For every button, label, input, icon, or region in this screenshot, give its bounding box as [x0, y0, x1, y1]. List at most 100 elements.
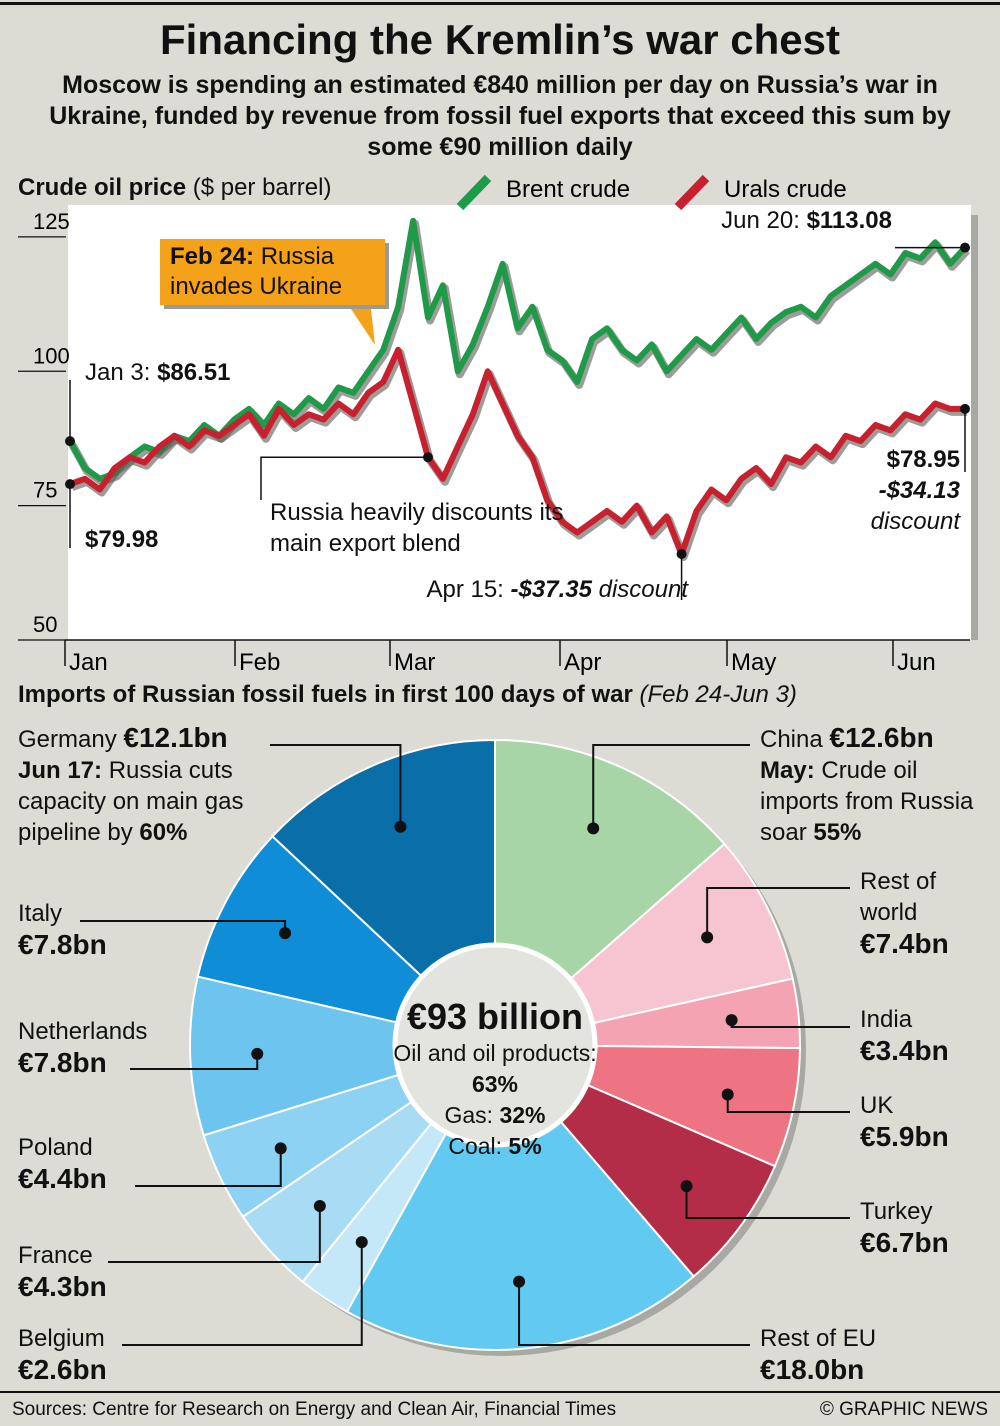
annotation-dot — [423, 452, 433, 463]
slice-name: Rest of world — [860, 868, 937, 926]
annotation-date: Jan 3: — [85, 359, 151, 386]
breakdown-value: 63% — [471, 1071, 519, 1097]
line — [68, 346, 965, 557]
breakdown-label: Gas: — [444, 1102, 494, 1128]
leader-line — [518, 1281, 750, 1346]
slice-value: €3.4bn — [860, 1035, 949, 1066]
annotation-text: Russia invades Ukraine — [170, 243, 343, 300]
slice-name: Germany — [18, 726, 117, 753]
annotation-leader — [260, 456, 428, 500]
slice-label: UK €5.9bn — [860, 1090, 990, 1152]
pie-subtitle: (Feb 24-Jun 3) — [639, 681, 797, 708]
x-tick-label: Jun — [897, 649, 936, 676]
top-rule — [0, 2, 1000, 5]
breakdown-label: Oil and oil products: — [393, 1040, 597, 1066]
slice-note: May: Crude oil imports from Russia soar … — [760, 755, 975, 848]
leader-dot — [355, 1236, 368, 1249]
leader-dot — [394, 820, 407, 833]
leader-dot — [721, 1088, 734, 1101]
urals-end-label: $78.95 -$34.13 discount — [871, 444, 960, 537]
annotation-discount: -$37.35 — [510, 576, 592, 603]
slice-label: Germany €12.1bn Jun 17: Russia cuts capac… — [18, 722, 278, 848]
slice-value: €6.7bn — [860, 1227, 949, 1258]
note-part: 55% — [813, 819, 862, 846]
leader-dot — [279, 927, 292, 940]
y-tick-label: 100 — [33, 343, 70, 368]
slice-label: Italy €7.8bn — [18, 898, 158, 960]
slice-name: China — [760, 726, 823, 753]
slice-name: Poland — [18, 1134, 93, 1161]
slice-name: Turkey — [860, 1198, 933, 1225]
slice-value: €4.3bn — [18, 1271, 107, 1302]
annotation-text: discount — [870, 508, 960, 535]
leader-dot — [680, 1180, 693, 1193]
pie-title-text: Imports of Russian fossil fuels in first… — [18, 681, 633, 708]
annotation-value: $113.08 — [806, 207, 892, 234]
breakdown-item: Coal: 5% — [393, 1131, 597, 1162]
annotation-dot — [960, 242, 970, 253]
note-part: Crude oil imports from Russia soar — [760, 757, 974, 846]
slice-name: Netherlands — [18, 1018, 148, 1045]
leader-dot — [587, 822, 600, 835]
slice-value: €2.6bn — [18, 1354, 107, 1385]
slice-name: UK — [860, 1092, 894, 1119]
legend-swatch — [456, 174, 492, 211]
annotation-dot — [65, 479, 75, 490]
slice-label: India €3.4bn — [860, 1004, 990, 1066]
breakdown-label: Coal: — [448, 1133, 503, 1159]
leader-line — [685, 1186, 850, 1219]
breakdown-value: 32% — [499, 1102, 546, 1128]
breakdown-value: 5% — [508, 1133, 542, 1159]
leader-line — [592, 744, 750, 829]
slice-name: France — [18, 1242, 93, 1269]
note-part: 60% — [139, 819, 188, 846]
x-tick-label: Mar — [394, 649, 435, 676]
annotation-value: $86.51 — [157, 359, 231, 386]
leader-dot — [513, 1275, 526, 1288]
slice-label: Turkey €6.7bn — [860, 1196, 990, 1258]
y-tick-label: 50 — [33, 612, 57, 637]
annotation-discount: -$34.13 — [878, 477, 960, 504]
chart-title-unit: ($ per barrel) — [192, 174, 332, 201]
legend-label: Brent crude — [506, 176, 630, 203]
legend-label: Urals crude — [724, 176, 847, 203]
slice-name: India — [860, 1006, 913, 1033]
slice-label: France €4.3bn — [18, 1240, 158, 1302]
slice-name: Rest of EU — [760, 1325, 877, 1352]
title: Financing the Kremlin’s war chest — [160, 16, 840, 63]
leader-dot — [701, 931, 714, 944]
slice-value: €7.4bn — [860, 928, 949, 959]
chart-title-text: Crude oil price — [18, 174, 187, 201]
breakdown-item: Gas: 32% — [393, 1100, 597, 1131]
breakdown-item: Oil and oil products: 63% — [393, 1038, 597, 1100]
subtitle: Moscow is spending an estimated €840 mil… — [49, 71, 951, 161]
slice-label: Belgium €2.6bn — [18, 1323, 158, 1385]
leader-line — [270, 744, 402, 827]
leader-line — [135, 1148, 282, 1187]
credit: © GRAPHIC NEWS — [819, 1399, 988, 1420]
pie-total: €93 billion — [406, 996, 584, 1037]
annotation-dot — [960, 403, 970, 414]
slice-name: Belgium — [18, 1325, 105, 1352]
discount-low-label: Apr 15: -$37.35 discount — [426, 574, 688, 605]
callout-pointer — [345, 300, 375, 345]
sources: Sources: Centre for Research on Energy a… — [12, 1399, 617, 1420]
urals-start-label: $79.98 — [85, 526, 159, 553]
annotation-text: discount — [598, 576, 688, 603]
slice-label: Rest of EU €18.0bn — [760, 1323, 990, 1385]
slice-value: €5.9bn — [860, 1121, 949, 1152]
slice-note: Jun 17: Russia cuts capacity on main gas… — [18, 755, 246, 848]
leader-dot — [313, 1199, 326, 1212]
discount-note: Russia heavily discounts its main export… — [270, 499, 564, 557]
x-tick-label: Apr — [564, 649, 601, 676]
invasion-callout: Feb 24: Russia invades Ukraine — [160, 239, 385, 305]
slice-name: Italy — [18, 900, 63, 927]
slice-value: €12.1bn — [123, 722, 228, 753]
y-tick-label: 125 — [33, 209, 70, 234]
leader-dot — [251, 1047, 264, 1060]
pie-center: €93 billion Oil and oil products: 63% Gas… — [385, 996, 605, 1162]
slice-value: €7.8bn — [18, 929, 107, 960]
annotation-dot — [65, 436, 75, 447]
slice-label: China €12.6bn May: Crude oil imports from… — [760, 722, 1000, 848]
